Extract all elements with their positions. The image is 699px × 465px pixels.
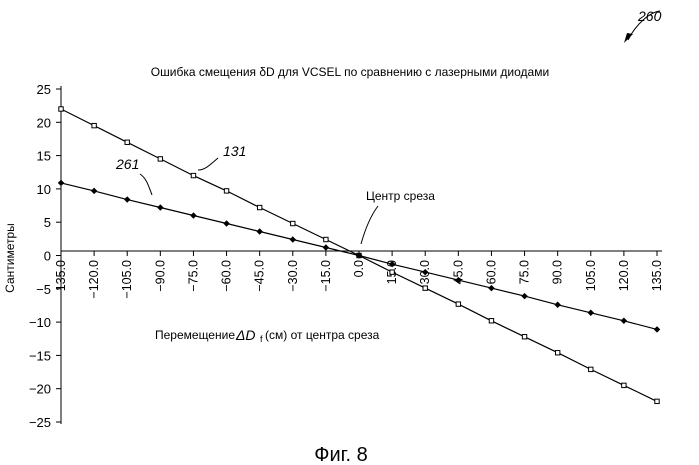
x-tick-label: −135.0: [54, 260, 68, 299]
series-261-point: [621, 318, 627, 324]
series-131-point: [324, 237, 328, 241]
y-tick-label: 25: [37, 82, 51, 97]
series-131-point: [655, 399, 659, 403]
figure-ref-arrowhead: [624, 33, 633, 43]
y-tick-label: −5: [36, 282, 51, 297]
series-261-point: [124, 197, 130, 203]
chart-title: Ошибка смещения δD для VCSEL по сравнени…: [151, 65, 549, 79]
x-tick-label: 90.0: [551, 260, 565, 284]
x-axis-label: Перемещение ΔD f (см) от центра среза: [155, 327, 380, 344]
y-tick-label: 10: [37, 182, 51, 197]
series-131-point: [257, 205, 261, 209]
series-261-point: [91, 188, 97, 194]
y-tick-label: 15: [37, 149, 51, 164]
series-131-leader: [198, 158, 218, 170]
y-tick-label: 0: [44, 249, 51, 264]
x-tick-label: 120.0: [617, 260, 631, 291]
y-tick-label: 20: [37, 115, 51, 130]
x-tick-label: −30.0: [286, 260, 300, 292]
series-261-point: [588, 310, 594, 316]
series-131-point: [92, 123, 96, 127]
x-tick-label: −45.0: [253, 260, 267, 292]
series-261-point: [489, 285, 495, 291]
x-tick-label: 105.0: [584, 260, 598, 291]
series-131-point: [224, 189, 228, 193]
series-131-point: [390, 270, 394, 274]
x-tick-label: 75.0: [518, 260, 532, 284]
center-annotation: Центр среза: [366, 189, 435, 203]
x-tick-label: −120.0: [87, 260, 101, 299]
series-131-point: [589, 367, 593, 371]
x-tick-label: 135.0: [650, 260, 664, 291]
series-131-point: [622, 383, 626, 387]
y-tick-label: 5: [44, 215, 51, 230]
x-tick-label: −90.0: [153, 260, 167, 292]
x-axis-label-subscript: f: [260, 334, 263, 344]
y-axis-label: Сантиметры: [3, 223, 17, 293]
y-tick-label: −15: [29, 348, 51, 363]
series-261-point: [323, 245, 329, 251]
y-tick-label: −20: [29, 382, 51, 397]
series-261-point: [257, 229, 263, 235]
x-tick-label: −75.0: [186, 260, 200, 292]
series-131-point: [291, 221, 295, 225]
series-261-point: [654, 327, 660, 333]
series-261-point: [191, 213, 197, 219]
series-layer: [58, 107, 660, 404]
series-261-point: [522, 293, 528, 299]
series-261-label: 261: [115, 156, 139, 172]
series-261-leader: [140, 174, 152, 195]
x-axis-label-suffix: (см) от центра среза: [265, 328, 380, 342]
y-axis-ticks: 25 20 15 10 5 0 −5 −10 −15 −20 −25: [29, 82, 61, 430]
series-261-point: [158, 205, 164, 211]
series-131-point: [423, 286, 427, 290]
series-131-point: [489, 319, 493, 323]
figure-caption: Фиг. 8: [314, 444, 367, 465]
series-131-point: [456, 302, 460, 306]
x-tick-label: −15.0: [319, 260, 333, 292]
x-tick-label: −60.0: [220, 260, 234, 292]
series-131-point: [59, 107, 63, 111]
y-tick-label: −25: [29, 415, 51, 430]
series-261-point: [290, 237, 296, 243]
series-131-point: [158, 157, 162, 161]
series-261-point: [224, 221, 230, 227]
x-tick-label: 60.0: [484, 260, 498, 284]
x-tick-label: −105.0: [120, 260, 134, 299]
x-axis-label-prefix: Перемещение: [155, 328, 235, 342]
series-131-label: 131: [223, 143, 246, 159]
y-tick-label: −10: [29, 315, 51, 330]
series-261-point: [58, 180, 64, 186]
series-131-point: [522, 335, 526, 339]
x-tick-label: 0.0: [352, 260, 366, 277]
center-annotation-leader: [361, 206, 378, 244]
series-131-point: [555, 351, 559, 355]
series-261-point: [555, 302, 561, 308]
series-131-point: [191, 173, 195, 177]
series-131-point: [125, 140, 129, 144]
x-axis-label-symbol: ΔD: [235, 327, 256, 343]
